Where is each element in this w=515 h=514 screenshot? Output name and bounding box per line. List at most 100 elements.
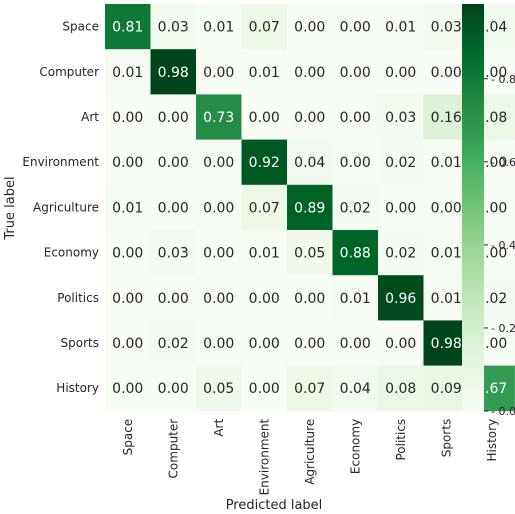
colorbar-segment <box>462 183 484 188</box>
heatmap-cell <box>378 365 424 412</box>
colorbar-segment <box>462 71 484 76</box>
colorbar-segment <box>462 51 484 56</box>
colorbar-segment <box>462 95 484 100</box>
colorbar-segment <box>462 241 484 246</box>
cell-value-label: 0.00 <box>340 155 371 171</box>
colorbar-segment <box>462 214 484 219</box>
cell-value-label: 0.01 <box>431 155 462 171</box>
colorbar-segment <box>462 112 484 117</box>
heatmap-cell <box>378 4 424 50</box>
colorbar-segment <box>462 7 484 12</box>
cell-value-label: 0.98 <box>158 65 189 81</box>
colorbar-segment <box>462 109 484 114</box>
colorbar-segment <box>462 173 484 178</box>
x-tick-label: Computer <box>166 419 180 479</box>
colorbar-segment <box>462 312 484 317</box>
colorbar-segment <box>462 75 484 80</box>
cell-value-label: 0.96 <box>385 291 416 307</box>
cell-value-label: 0.00 <box>158 200 189 216</box>
heatmap-cell <box>287 139 333 186</box>
colorbar-segment <box>462 82 484 86</box>
heatmap-cell <box>150 320 197 366</box>
cell-value-label: 0.09 <box>431 381 462 397</box>
colorbar-segment <box>462 132 484 137</box>
colorbar-segment <box>462 102 484 107</box>
heatmap-cell <box>378 139 424 186</box>
heatmap-cell <box>423 139 470 186</box>
colorbar-segment <box>462 360 484 365</box>
heatmap-cell <box>241 4 288 50</box>
colorbar-segment <box>462 187 484 192</box>
cell-value-label: 0.00 <box>203 200 234 216</box>
x-tick-label: Economy <box>348 419 362 474</box>
colorbar-segment <box>462 221 484 226</box>
colorbar-segment <box>462 180 484 185</box>
colorbar-segment <box>462 248 484 253</box>
colorbar-segment <box>462 387 484 392</box>
colorbar-segment <box>462 227 484 232</box>
colorbar-segment <box>462 299 484 304</box>
y-tick-label: Agriculture <box>33 200 99 214</box>
cell-value-label: 0.00 <box>431 65 462 81</box>
cell-value-label: 0.00 <box>385 336 416 352</box>
heatmap-cell <box>287 320 333 366</box>
cell-value-label: 0.01 <box>431 291 462 307</box>
cell-value-label: 0.02 <box>340 200 371 216</box>
cell-value-label: 0.03 <box>431 20 462 36</box>
heatmap-cell <box>332 230 379 276</box>
colorbar-segment <box>462 336 484 341</box>
colorbar-segment <box>462 373 484 378</box>
heatmap-cell <box>423 320 470 366</box>
cell-value-label: 0.04 <box>294 155 325 171</box>
cell-value-label: 0.88 <box>340 246 371 262</box>
cell-value-label: 0.01 <box>112 65 143 81</box>
colorbar-segment <box>462 302 484 307</box>
colorbar-segment <box>462 271 484 276</box>
colorbar-tick-label: - 0.2 <box>491 322 515 335</box>
heatmap-cell <box>287 94 333 140</box>
colorbar-segment <box>462 136 484 141</box>
heatmap-cell <box>378 49 424 95</box>
colorbar-segment <box>462 275 484 280</box>
colorbar-segment <box>462 254 484 259</box>
heatmap-cell <box>332 320 379 366</box>
heatmap-cell <box>150 275 197 321</box>
heatmap-cell <box>332 49 379 95</box>
heatmap-cell <box>241 320 288 366</box>
watermark-text: 知乎 @不忘初心 <box>418 484 513 500</box>
colorbar-segment <box>462 332 484 337</box>
heatmap-cell <box>241 49 288 95</box>
colorbar-segment <box>462 322 484 327</box>
colorbar-segment <box>462 24 484 29</box>
cell-value-label: 0.08 <box>385 381 416 397</box>
cell-value-label: 0.02 <box>385 246 416 262</box>
colorbar-segment <box>462 316 484 321</box>
heatmap-cell <box>287 275 333 321</box>
heatmap-cell <box>423 94 470 140</box>
heatmap-cell <box>378 184 424 231</box>
colorbar-segment <box>462 383 484 388</box>
cell-value-label: 0.00 <box>203 291 234 307</box>
cell-value-label: 0.00 <box>112 291 143 307</box>
colorbar-segment <box>462 292 484 297</box>
colorbar-segment <box>462 61 484 66</box>
cell-value-label: 0.16 <box>431 110 462 126</box>
colorbar-tick-label: - 0.8 <box>491 73 515 86</box>
colorbar-segment <box>462 380 484 385</box>
colorbar-segment <box>462 251 484 256</box>
colorbar-segment <box>462 278 484 283</box>
x-tick-labels: Space Computer Art Environment Agriculture Ec… <box>121 419 499 496</box>
heatmap-cell <box>332 94 379 140</box>
colorbar-segment <box>462 88 484 93</box>
colorbar-segment <box>462 31 484 36</box>
colorbar-segment <box>462 153 484 158</box>
cell-value-label: 0.81 <box>112 20 143 36</box>
cell-value-label: 0.00 <box>112 246 143 262</box>
y-axis-title: True label <box>3 176 18 240</box>
colorbar-segment <box>462 48 484 53</box>
x-tick-label: Art <box>212 419 226 437</box>
heatmap-cell <box>196 230 242 276</box>
cell-value-label: 0.00 <box>203 65 234 81</box>
colorbar-segment <box>462 397 484 402</box>
